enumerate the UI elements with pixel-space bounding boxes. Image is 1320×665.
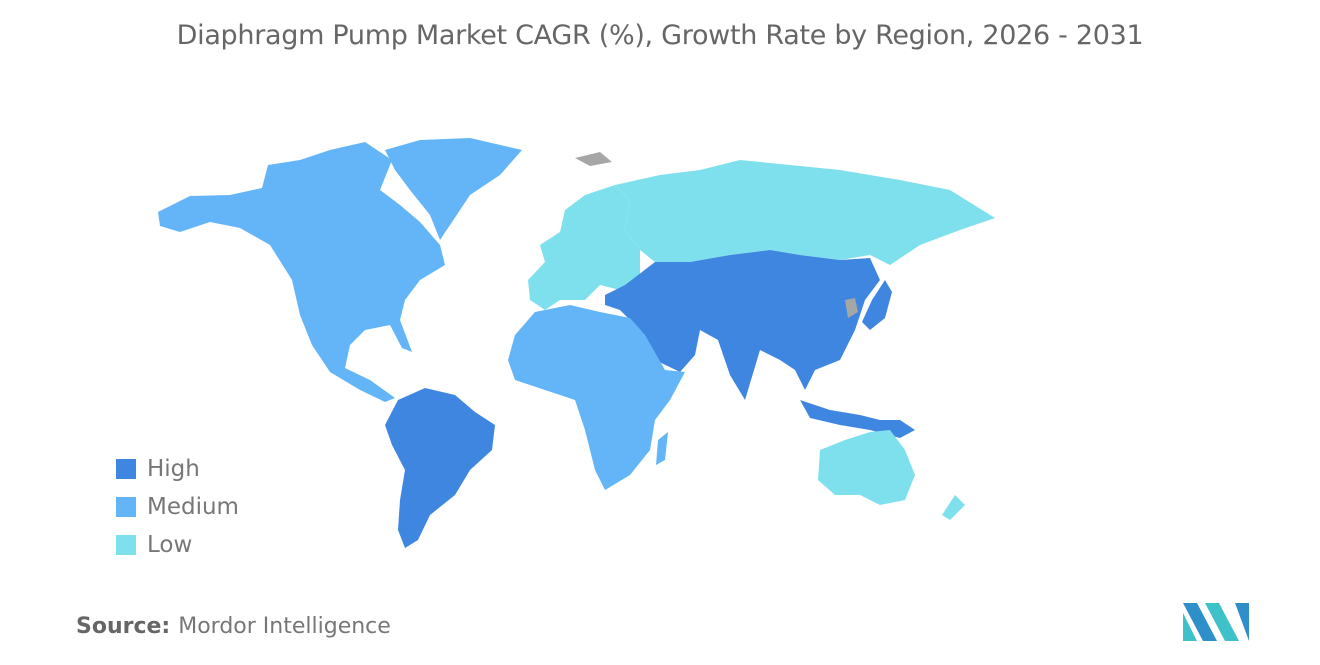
mordor-intelligence-logo	[1183, 603, 1249, 641]
region-southeast-asia-islands	[800, 400, 915, 438]
source-value: Mordor Intelligence	[178, 614, 391, 639]
source-note: Source: Mordor Intelligence	[76, 614, 391, 639]
region-europe	[528, 185, 640, 310]
legend-item-low: Low	[116, 526, 239, 564]
region-greenland	[385, 138, 522, 240]
region-japan	[862, 280, 892, 330]
region-africa	[508, 305, 685, 490]
chart-title: Diaphragm Pump Market CAGR (%), Growth R…	[176, 20, 1144, 51]
source-label: Source:	[76, 614, 171, 639]
legend-swatch-high	[116, 459, 136, 479]
region-australia	[818, 430, 915, 505]
legend: High Medium Low	[116, 450, 239, 564]
region-asia	[605, 250, 880, 400]
legend-label: High	[147, 456, 200, 482]
legend-item-medium: Medium	[116, 488, 239, 526]
region-south-america	[385, 388, 495, 548]
region-svalbard-no-data	[575, 152, 612, 166]
region-madagascar	[656, 432, 668, 465]
legend-item-high: High	[116, 450, 239, 488]
legend-label: Low	[147, 532, 193, 558]
region-russia	[615, 160, 995, 265]
region-korea-no-data	[845, 298, 858, 318]
region-new-zealand	[942, 495, 965, 520]
legend-swatch-low	[116, 535, 136, 555]
legend-label: Medium	[147, 494, 239, 520]
region-north-america	[158, 142, 445, 402]
legend-swatch-medium	[116, 497, 136, 517]
